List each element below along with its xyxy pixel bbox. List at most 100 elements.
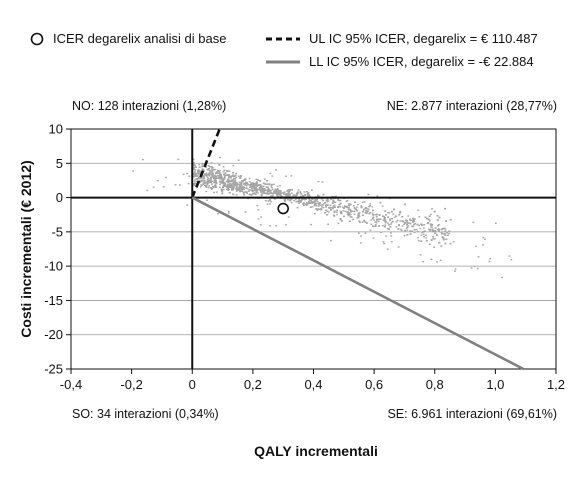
simulation-point	[411, 225, 414, 228]
simulation-point	[332, 205, 335, 207]
simulation-point	[251, 184, 254, 186]
simulation-point	[271, 195, 274, 197]
simulation-point	[319, 208, 322, 211]
simulation-point	[296, 193, 299, 195]
simulation-point	[267, 193, 270, 195]
simulation-point	[501, 276, 503, 279]
x-tick-label: 0	[189, 377, 196, 392]
simulation-point	[476, 267, 479, 270]
simulation-point	[209, 181, 212, 183]
simulation-point	[357, 212, 360, 215]
simulation-point	[315, 198, 318, 201]
simulation-point	[241, 185, 243, 188]
simulation-point	[248, 193, 251, 196]
simulation-point	[253, 184, 256, 186]
simulation-point	[428, 243, 431, 245]
simulation-point	[422, 260, 425, 263]
simulation-point	[413, 228, 416, 231]
simulation-point	[146, 189, 149, 192]
simulation-point	[395, 215, 398, 217]
simulation-point	[412, 225, 415, 228]
simulation-point	[269, 192, 272, 194]
simulation-point	[295, 201, 298, 203]
simulation-point	[276, 189, 278, 191]
simulation-point	[417, 209, 420, 211]
simulation-point	[325, 209, 328, 211]
simulation-point	[405, 227, 408, 229]
simulation-point	[317, 202, 320, 204]
simulation-point	[286, 195, 289, 197]
x-tick-label: 0,8	[426, 377, 444, 392]
simulation-point	[253, 186, 256, 188]
simulation-point	[302, 203, 304, 205]
simulation-point	[211, 172, 214, 174]
simulation-point	[470, 267, 473, 269]
simulation-point	[372, 216, 375, 219]
simulation-point	[317, 205, 320, 207]
simulation-point	[369, 211, 372, 214]
simulation-point	[259, 180, 262, 182]
simulation-point	[342, 210, 345, 212]
simulation-point	[420, 224, 423, 226]
simulation-point	[165, 176, 167, 179]
simulation-point	[243, 178, 246, 180]
simulation-point	[197, 171, 199, 173]
simulation-point	[445, 220, 447, 222]
simulation-point	[208, 168, 210, 170]
simulation-point	[322, 203, 325, 205]
simulation-point	[361, 201, 364, 204]
simulation-point	[214, 184, 217, 187]
simulation-point	[324, 204, 327, 207]
simulation-point	[273, 198, 276, 200]
simulation-point	[202, 183, 205, 186]
simulation-point	[239, 177, 242, 179]
simulation-point	[205, 190, 208, 193]
simulation-point	[339, 218, 342, 220]
simulation-point	[484, 238, 486, 241]
simulation-point	[286, 193, 289, 195]
simulation-point	[209, 179, 212, 181]
simulation-point	[206, 168, 209, 171]
simulation-point	[348, 203, 351, 205]
simulation-point	[318, 203, 320, 206]
simulation-point	[372, 225, 375, 228]
simulation-point	[270, 200, 273, 203]
simulation-point	[425, 237, 428, 239]
simulation-point	[376, 195, 379, 197]
simulation-point	[366, 210, 369, 212]
simulation-point	[279, 185, 281, 187]
simulation-point	[247, 190, 250, 192]
simulation-point	[226, 185, 228, 187]
simulation-point	[356, 217, 359, 219]
simulation-point	[350, 211, 353, 213]
simulation-point	[346, 206, 348, 208]
simulation-point	[194, 183, 197, 185]
simulation-point	[286, 194, 289, 196]
simulation-point	[207, 187, 210, 189]
solid-line-icon	[266, 60, 300, 63]
simulation-point	[204, 173, 207, 175]
legend-ll-label: LL IC 95% ICER, degarelix = -€ 22.884	[309, 54, 534, 69]
simulation-point	[353, 213, 356, 216]
simulation-point	[230, 187, 233, 190]
simulation-point	[211, 167, 214, 169]
simulation-point	[206, 199, 208, 201]
simulation-point	[414, 222, 417, 225]
simulation-point	[303, 191, 306, 193]
simulation-point	[331, 202, 334, 204]
simulation-point	[218, 164, 221, 166]
simulation-point	[219, 156, 222, 159]
simulation-point	[209, 171, 212, 174]
simulation-point	[197, 176, 200, 179]
simulation-point	[275, 192, 277, 195]
simulation-point	[230, 177, 232, 179]
simulation-point	[212, 169, 215, 171]
simulation-point	[383, 219, 386, 221]
simulation-point	[308, 202, 311, 204]
x-tick-label: 1,0	[486, 377, 504, 392]
simulation-point	[186, 172, 189, 175]
simulation-point	[348, 212, 351, 214]
simulation-point	[202, 179, 205, 181]
simulation-point	[202, 177, 204, 179]
simulation-point	[252, 189, 255, 192]
